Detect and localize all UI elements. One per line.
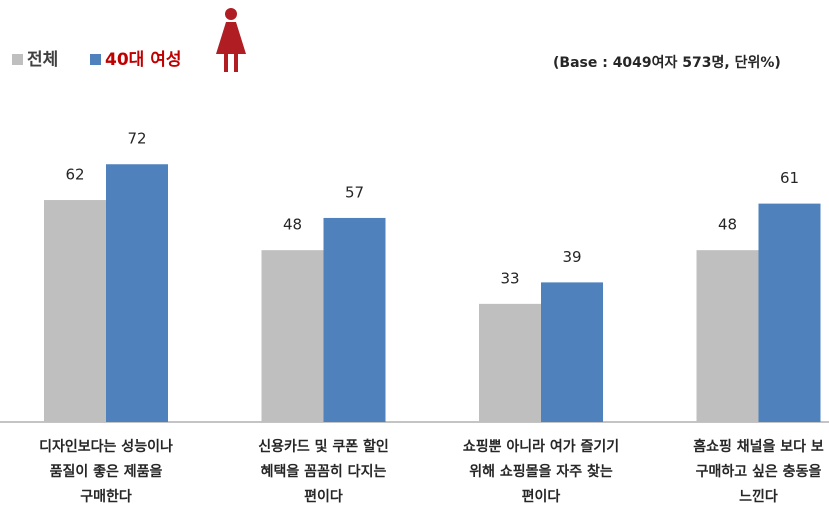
x-tick-label: 품질이 좋은 제품을 <box>50 463 163 480</box>
bar <box>758 203 821 422</box>
bar <box>106 164 168 423</box>
data-label: 39 <box>562 248 581 266</box>
data-label: 62 <box>65 166 84 184</box>
bar <box>261 250 324 422</box>
data-label: 57 <box>345 183 364 201</box>
legend-swatch <box>90 54 101 65</box>
x-tick-label: 구매하고 싶은 충동을 <box>696 463 822 480</box>
x-tick-label: 편이다 <box>304 488 343 505</box>
x-tick-label: 위해 쇼핑몰을 자주 찾는 <box>469 463 613 480</box>
woman-icon <box>216 8 246 72</box>
x-tick-label: 느낀다 <box>739 488 778 505</box>
x-tick-label: 혜택을 꼼꼼히 다지는 <box>261 463 387 480</box>
bar <box>541 282 603 422</box>
legend-label: 40대 여성 <box>105 50 182 70</box>
x-tick-label: 구매한다 <box>80 489 132 505</box>
x-tick-label: 쇼핑뿐 아니라 여가 즐기기 <box>463 438 619 455</box>
x-tick-label: 신용카드 및 쿠폰 할인 <box>258 438 389 455</box>
data-label: 33 <box>500 269 519 287</box>
x-tick-label: 홈쇼핑 채널을 보다 보 <box>693 438 824 455</box>
data-label: 61 <box>780 169 799 187</box>
legend-swatch <box>12 54 23 65</box>
data-label: 48 <box>283 216 302 234</box>
x-tick-label: 편이다 <box>522 488 561 505</box>
bar <box>44 200 106 422</box>
bar <box>479 303 541 422</box>
x-tick-label: 디자인보다는 성능이나 <box>39 438 173 455</box>
note: (Base : 4049여자 573명, 단위%) <box>553 54 781 71</box>
bar <box>696 250 759 422</box>
bar <box>323 217 386 422</box>
data-label: 72 <box>127 130 146 148</box>
legend-label: 전체 <box>27 50 58 70</box>
data-label: 48 <box>718 216 737 234</box>
